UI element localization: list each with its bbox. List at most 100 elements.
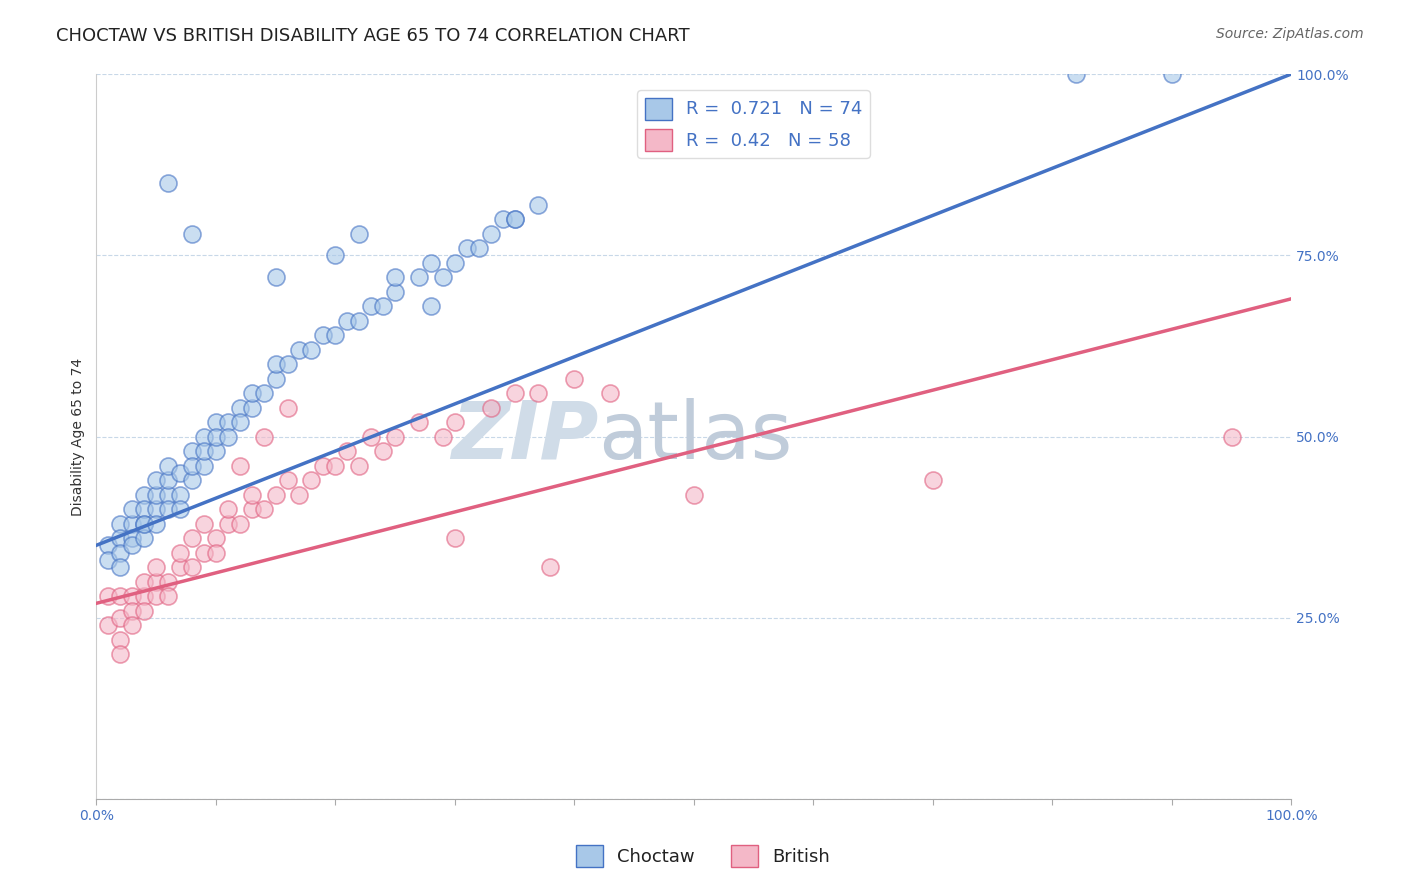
Point (444, 255, 467, 269)
Point (97, 589, 120, 603)
Point (384, 270, 406, 285)
Point (145, 589, 167, 603)
Point (264, 371, 287, 385)
Legend: R =  0.721   N = 74, R =  0.42   N = 58: R = 0.721 N = 74, R = 0.42 N = 58 (637, 90, 870, 158)
Point (360, 299, 382, 313)
Point (193, 444, 215, 458)
Point (217, 516, 239, 531)
Point (181, 473, 204, 487)
Point (205, 444, 228, 458)
Point (336, 313, 359, 327)
Point (288, 343, 311, 357)
Point (240, 487, 263, 501)
Point (110, 531, 132, 545)
Point (503, 212, 526, 227)
Point (538, 560, 561, 574)
Point (157, 502, 180, 516)
Point (97, 618, 120, 632)
Point (277, 357, 299, 371)
Point (336, 444, 359, 458)
Point (527, 386, 550, 401)
Point (599, 386, 621, 401)
Point (110, 632, 132, 647)
Point (169, 487, 191, 501)
Point (193, 545, 215, 559)
Point (205, 545, 228, 559)
Point (145, 473, 167, 487)
Point (277, 473, 299, 487)
Point (193, 516, 215, 531)
Point (420, 299, 443, 313)
Point (121, 502, 143, 516)
Point (349, 458, 371, 473)
Point (420, 255, 443, 269)
Point (408, 270, 430, 285)
Point (562, 371, 585, 385)
Point (145, 516, 167, 531)
Point (134, 516, 156, 531)
Point (110, 611, 132, 625)
Point (157, 473, 180, 487)
Point (349, 313, 371, 327)
Point (527, 197, 550, 211)
Point (229, 516, 252, 531)
Point (97, 553, 120, 567)
Point (110, 560, 132, 574)
Point (373, 444, 395, 458)
Point (134, 603, 156, 617)
Point (205, 429, 228, 443)
Point (301, 473, 323, 487)
Point (229, 415, 252, 429)
Point (110, 647, 132, 661)
Point (240, 401, 263, 415)
Legend: Choctaw, British: Choctaw, British (568, 838, 838, 874)
Point (217, 415, 239, 429)
Point (169, 560, 191, 574)
Text: CHOCTAW VS BRITISH DISABILITY AGE 65 TO 74 CORRELATION CHART: CHOCTAW VS BRITISH DISABILITY AGE 65 TO … (56, 27, 690, 45)
Point (360, 429, 382, 443)
Point (479, 227, 502, 241)
Point (229, 458, 252, 473)
Point (121, 618, 143, 632)
Point (277, 401, 299, 415)
Point (157, 176, 180, 190)
Point (145, 487, 167, 501)
Point (169, 466, 191, 480)
Point (121, 538, 143, 552)
Point (97, 538, 120, 552)
Point (181, 560, 204, 574)
Point (325, 328, 347, 343)
Point (432, 270, 454, 285)
Point (110, 589, 132, 603)
Point (1160, 67, 1182, 81)
Point (456, 241, 478, 255)
Point (373, 299, 395, 313)
Point (134, 516, 156, 531)
Point (253, 429, 276, 443)
Point (229, 401, 252, 415)
Point (157, 589, 180, 603)
Point (264, 357, 287, 371)
Point (921, 473, 943, 487)
Point (205, 531, 228, 545)
Point (503, 386, 526, 401)
Point (121, 516, 143, 531)
Point (134, 589, 156, 603)
Point (121, 589, 143, 603)
Point (181, 458, 204, 473)
Point (145, 574, 167, 589)
Point (157, 458, 180, 473)
Point (145, 560, 167, 574)
Point (444, 531, 467, 545)
Point (264, 487, 287, 501)
Point (169, 545, 191, 559)
Point (240, 502, 263, 516)
Point (288, 487, 311, 501)
Point (503, 212, 526, 227)
Point (325, 458, 347, 473)
Point (1064, 67, 1087, 81)
Point (157, 574, 180, 589)
Point (157, 487, 180, 501)
Point (110, 516, 132, 531)
Point (193, 458, 215, 473)
